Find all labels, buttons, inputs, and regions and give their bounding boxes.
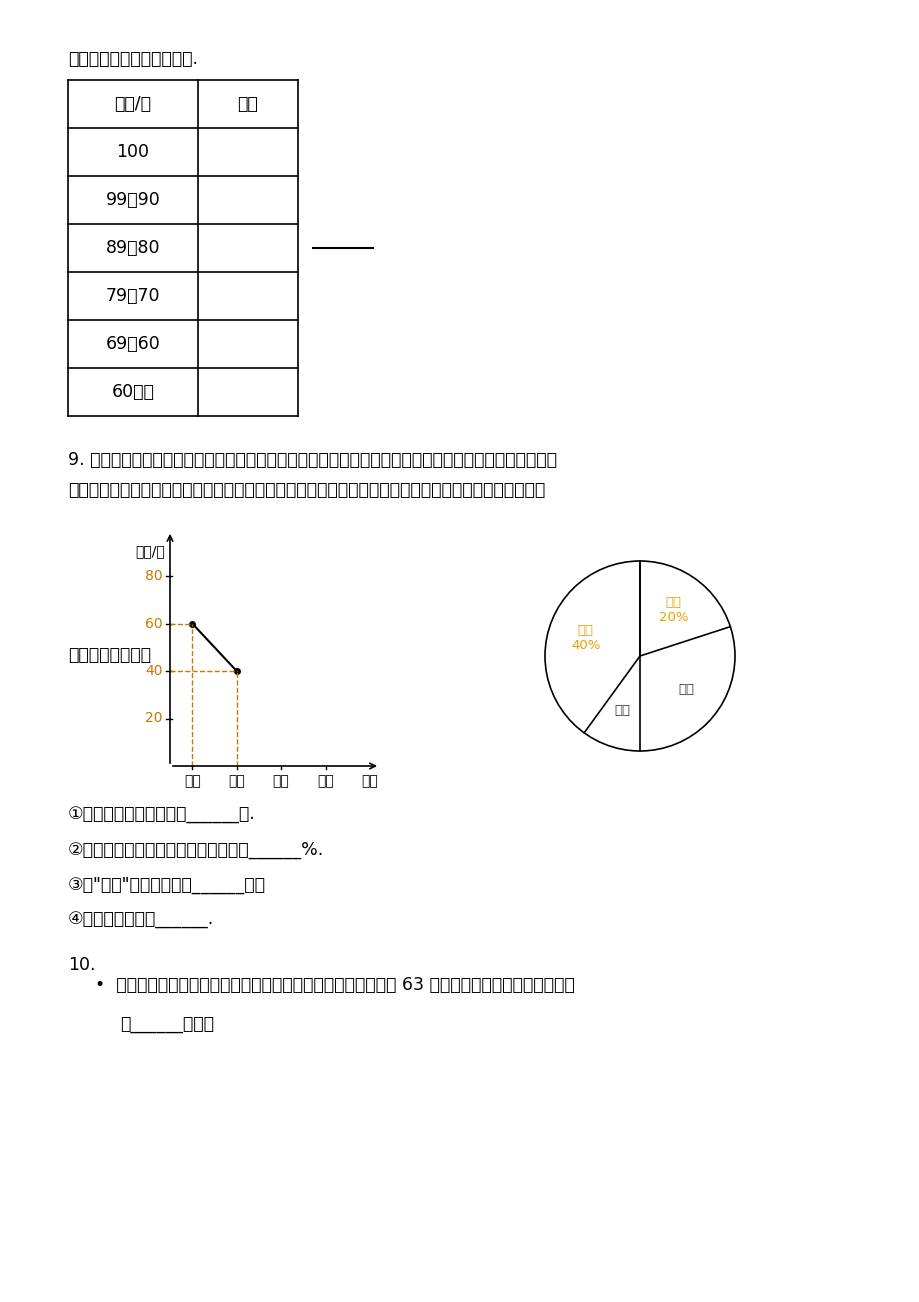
Text: 运动
20%: 运动 20% bbox=[658, 596, 687, 624]
Text: 名学生的兴趣爱好，并将调查的结果绘制了如下的两幅不完整的统计图（如图），请你根据图中提供的信: 名学生的兴趣爱好，并将调查的结果绘制了如下的两幅不完整的统计图（如图），请你根据… bbox=[68, 480, 545, 499]
Text: ②有阅读兴趣的学生占被调查学生总数______%.: ②有阅读兴趣的学生占被调查学生总数______%. bbox=[68, 841, 323, 859]
Text: 79～70: 79～70 bbox=[106, 286, 160, 305]
Text: 40: 40 bbox=[145, 664, 163, 678]
Text: 成绩/分: 成绩/分 bbox=[114, 95, 152, 113]
Text: 80: 80 bbox=[145, 569, 163, 583]
Text: 100: 100 bbox=[117, 143, 149, 161]
Text: 其它: 其它 bbox=[614, 703, 630, 716]
Text: ③有"其它"爱好的学生共______人？: ③有"其它"爱好的学生共______人？ bbox=[68, 876, 266, 894]
Text: 阅读: 阅读 bbox=[677, 684, 693, 697]
Text: 69～60: 69～60 bbox=[106, 335, 160, 353]
Text: 整理上面数据，并填写下表.: 整理上面数据，并填写下表. bbox=[68, 49, 198, 68]
Text: 60: 60 bbox=[145, 617, 163, 630]
Text: 阅读: 阅读 bbox=[184, 773, 200, 788]
Text: 娱乐
40%: 娱乐 40% bbox=[571, 625, 600, 652]
Text: 89～80: 89～80 bbox=[106, 240, 160, 256]
Text: 运动: 运动 bbox=[228, 773, 244, 788]
Text: 息解答下列问题：: 息解答下列问题： bbox=[68, 646, 151, 664]
Text: 气______毫升。: 气______毫升。 bbox=[119, 1016, 214, 1034]
Text: 人数: 人数 bbox=[237, 95, 258, 113]
Text: 99～90: 99～90 bbox=[106, 191, 160, 210]
Text: ①这次调研，一共调查了______人.: ①这次调研，一共调查了______人. bbox=[68, 806, 255, 824]
Text: 60以下: 60以下 bbox=[111, 383, 154, 401]
Text: 10.: 10. bbox=[68, 956, 96, 974]
Text: 9. 某校为研究学生的课余活动情况，采取抽样的方法，从阅读、运动、娱乐、其它等四个方面调查了若干: 9. 某校为研究学生的课余活动情况，采取抽样的方法，从阅读、运动、娱乐、其它等四… bbox=[68, 450, 556, 469]
Text: ④补全折线统计图______.: ④补全折线统计图______. bbox=[68, 911, 214, 930]
Text: 人数/人: 人数/人 bbox=[135, 544, 165, 559]
Text: 其它: 其它 bbox=[317, 773, 334, 788]
Text: •  下图是空气中成分的统计图。如果人类每呼吸一次需要纯氧气 63 毫升。那么在呼吸时至少呼入空: • 下图是空气中成分的统计图。如果人类每呼吸一次需要纯氧气 63 毫升。那么在呼… bbox=[95, 976, 574, 993]
Text: 20: 20 bbox=[145, 711, 163, 725]
Text: 项目: 项目 bbox=[361, 773, 378, 788]
Text: 娱乐: 娱乐 bbox=[272, 773, 289, 788]
